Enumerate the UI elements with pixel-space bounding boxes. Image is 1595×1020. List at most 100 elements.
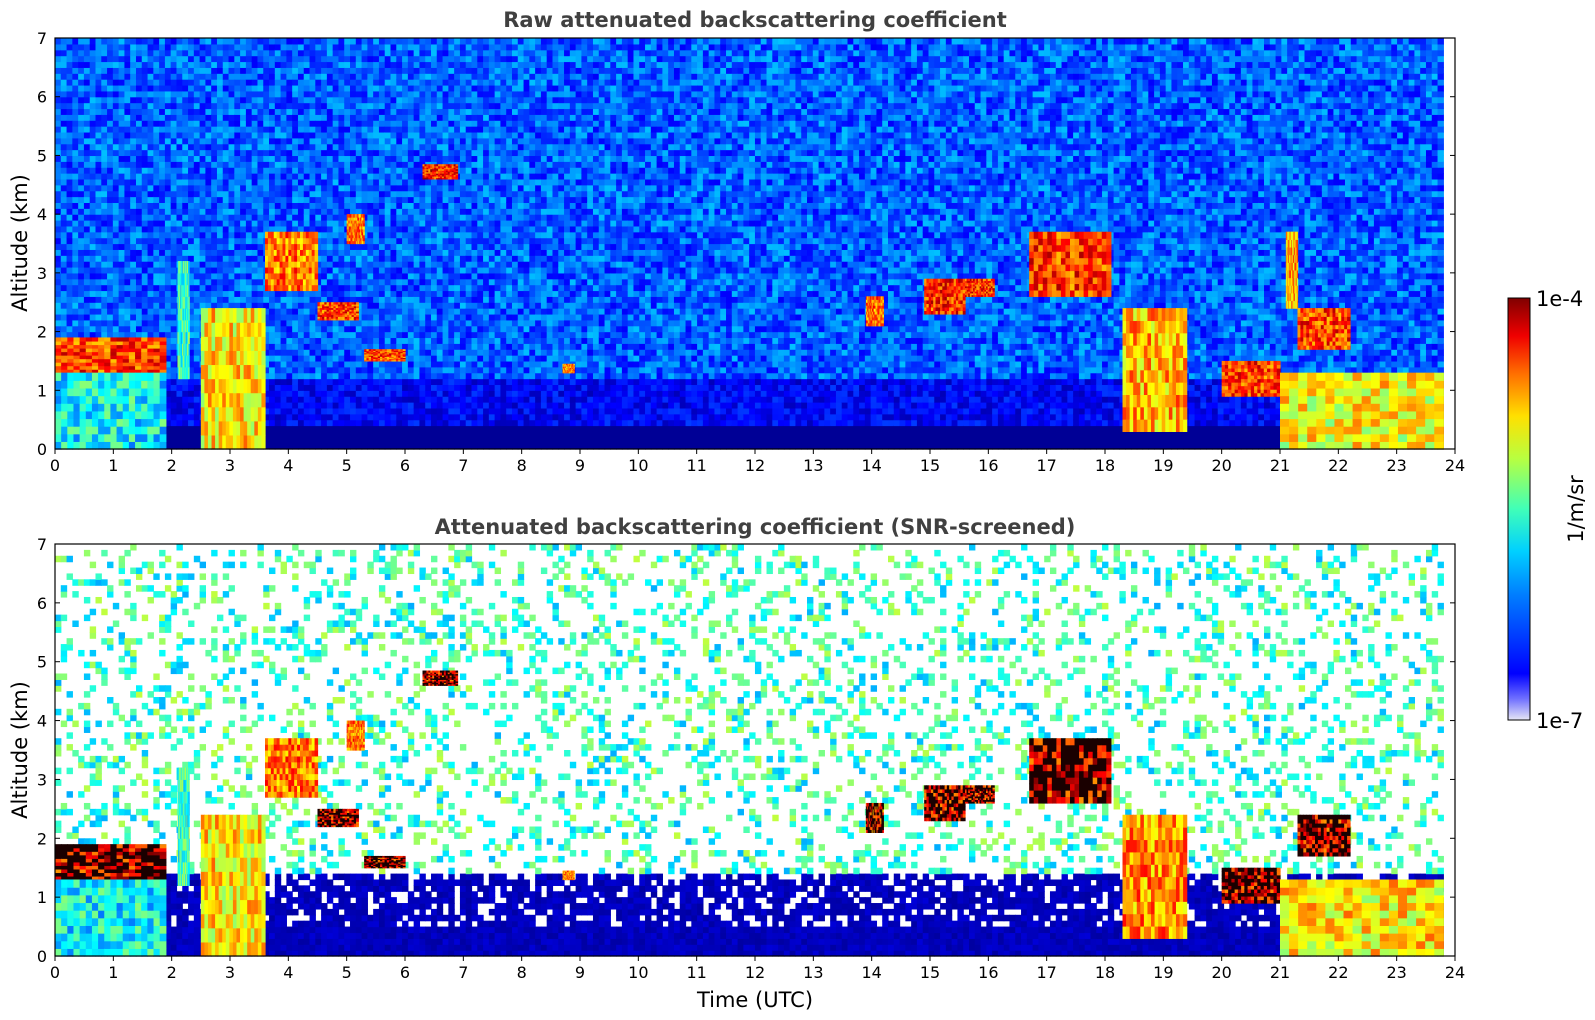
heatmap-cell xyxy=(297,290,305,297)
heatmap-cell xyxy=(240,90,247,98)
heatmap-cell xyxy=(164,243,172,250)
heatmap-cell xyxy=(205,249,212,256)
heatmap-cell xyxy=(193,390,201,397)
heatmap-cell xyxy=(402,425,409,432)
heatmap-cell xyxy=(436,425,444,432)
heatmap-cell xyxy=(454,55,461,63)
heatmap-cell xyxy=(60,61,68,68)
heatmap-cell xyxy=(332,278,340,286)
heatmap-cell xyxy=(228,102,235,110)
heatmap-cell xyxy=(118,319,126,327)
heatmap-cell xyxy=(164,167,172,174)
heatmap-cell xyxy=(263,302,270,309)
heatmap-cell xyxy=(164,313,172,321)
heatmap-cell xyxy=(344,349,351,356)
heatmap-cell xyxy=(309,343,316,350)
heatmap-cell xyxy=(442,343,449,350)
heatmap-cell xyxy=(303,178,311,186)
heatmap-cell xyxy=(55,114,62,121)
heatmap-cell xyxy=(338,407,345,415)
heatmap-cell xyxy=(199,249,206,256)
heatmap-cell xyxy=(448,243,455,250)
heatmap-cell xyxy=(263,425,270,432)
heatmap-cell xyxy=(159,313,166,321)
heatmap-cell xyxy=(182,243,189,250)
heatmap-cell xyxy=(141,149,149,157)
heatmap-cell xyxy=(396,202,403,209)
heatmap-cell xyxy=(199,49,206,57)
heatmap-cell xyxy=(141,272,149,280)
heatmap-cell xyxy=(107,84,114,92)
heatmap-cell xyxy=(396,79,403,86)
heatmap-cell xyxy=(326,184,334,192)
heatmap-cell xyxy=(280,360,287,368)
heatmap-cell xyxy=(107,178,114,186)
heatmap-cell xyxy=(147,331,154,339)
heatmap-cell xyxy=(193,337,201,344)
heatmap-cell xyxy=(199,79,206,86)
heatmap-cell xyxy=(350,278,357,286)
heatmap-cell xyxy=(130,79,137,86)
heatmap-cell xyxy=(199,255,206,262)
heatmap-cell xyxy=(378,266,386,274)
heatmap-cell xyxy=(459,243,467,250)
heatmap-cell xyxy=(211,243,218,250)
heatmap-cell xyxy=(350,167,357,174)
heatmap-cell xyxy=(373,343,380,350)
heatmap-cell xyxy=(101,137,108,145)
heatmap-cell xyxy=(72,131,79,139)
heatmap-cell xyxy=(135,296,143,303)
heatmap-cell xyxy=(396,149,403,157)
heatmap-cell xyxy=(274,372,282,380)
heatmap-cell xyxy=(193,384,201,391)
heatmap-cell xyxy=(402,384,409,391)
heatmap-cell xyxy=(176,43,183,51)
heatmap-cell xyxy=(130,155,137,162)
heatmap-cell xyxy=(297,79,305,86)
heatmap-cell xyxy=(240,43,247,51)
heatmap-cell xyxy=(263,308,270,315)
heatmap-cell xyxy=(211,290,218,297)
heatmap-cell xyxy=(442,49,449,57)
heatmap-cell xyxy=(465,443,473,450)
heatmap-cell xyxy=(280,319,287,327)
heatmap-cell xyxy=(390,231,397,239)
heatmap-cell xyxy=(176,378,183,386)
heatmap-cell xyxy=(326,419,334,427)
heatmap-cell xyxy=(188,390,195,397)
heatmap-cell xyxy=(361,61,368,68)
heatmap-cell xyxy=(263,137,270,145)
heatmap-cell xyxy=(436,313,444,321)
heatmap-cell xyxy=(205,67,212,74)
heatmap-cell xyxy=(170,155,178,162)
heatmap-cell xyxy=(72,67,79,74)
heatmap-cell xyxy=(269,178,276,186)
heatmap-cell xyxy=(413,390,421,397)
heatmap-cell xyxy=(251,61,259,68)
heatmap-cell xyxy=(459,313,467,321)
heatmap-cell xyxy=(211,184,218,192)
heatmap-cell xyxy=(95,196,102,203)
heatmap-cell xyxy=(188,360,195,368)
heatmap-cell xyxy=(309,319,316,327)
heatmap-cell xyxy=(315,214,322,221)
heatmap-cell xyxy=(326,143,334,151)
heatmap-cell xyxy=(188,402,195,409)
heatmap-cell xyxy=(344,43,351,51)
heatmap-cell xyxy=(269,67,276,74)
heatmap-cell xyxy=(448,402,455,409)
heatmap-cell xyxy=(442,243,449,250)
heatmap-cell xyxy=(153,143,160,151)
heatmap-cell xyxy=(83,313,91,321)
heatmap-cell xyxy=(425,126,432,133)
heatmap-cell xyxy=(448,131,455,139)
heatmap-cell xyxy=(436,284,444,292)
heatmap-cell xyxy=(153,196,160,203)
heatmap-cell xyxy=(153,184,160,192)
heatmap-cell xyxy=(344,178,351,186)
heatmap-cell xyxy=(222,43,230,51)
heatmap-cell xyxy=(332,38,340,45)
heatmap-cell xyxy=(274,90,282,98)
heatmap-cell xyxy=(274,55,282,63)
heatmap-cell xyxy=(344,155,351,162)
